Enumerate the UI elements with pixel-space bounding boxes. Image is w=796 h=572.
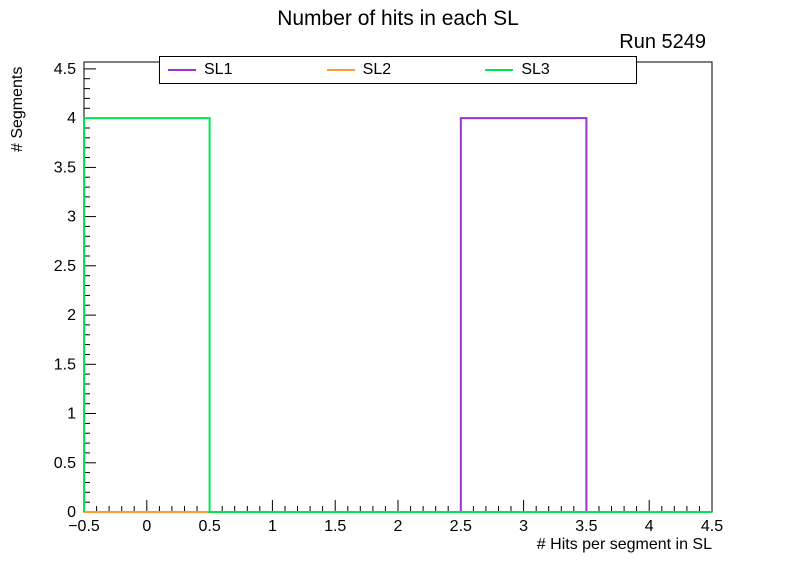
x-tick-label: 0 bbox=[142, 518, 151, 535]
legend: SL1 SL2 SL3 bbox=[159, 56, 637, 84]
x-tick-label: 1.5 bbox=[324, 518, 346, 535]
x-tick-label: 3.5 bbox=[575, 518, 597, 535]
series-line-sl3 bbox=[83, 117, 712, 513]
legend-label: SL3 bbox=[521, 61, 550, 78]
y-tick-label: 0.5 bbox=[54, 455, 76, 472]
run-label: Run 5249 bbox=[619, 31, 706, 53]
legend-marker bbox=[326, 69, 355, 71]
x-tick-label: 2 bbox=[394, 518, 403, 535]
y-tick-label: 1 bbox=[67, 406, 76, 423]
y-axis-title: # Segments bbox=[9, 66, 26, 152]
x-tick-label: 1 bbox=[268, 518, 277, 535]
legend-entry: SL2 bbox=[319, 57, 478, 83]
y-tick-label: 0 bbox=[67, 504, 76, 521]
y-tick-label: 3 bbox=[67, 209, 76, 226]
x-axis-title: # Hits per segment in SL bbox=[536, 536, 712, 553]
y-tick-label: 2.5 bbox=[54, 258, 76, 275]
x-tick-label: 2.5 bbox=[450, 518, 472, 535]
legend-label: SL1 bbox=[204, 61, 233, 78]
series-line-sl1 bbox=[84, 117, 712, 513]
x-tick-label: 4 bbox=[645, 518, 654, 535]
legend-entry: SL1 bbox=[160, 57, 319, 83]
legend-marker bbox=[485, 69, 514, 71]
y-tick-label: 4 bbox=[67, 110, 76, 127]
x-tick-label: 0.5 bbox=[198, 518, 220, 535]
x-tick-label: −0.5 bbox=[68, 518, 100, 535]
x-tick-label: 3 bbox=[519, 518, 528, 535]
legend-marker bbox=[168, 69, 196, 71]
y-tick-label: 1.5 bbox=[54, 356, 76, 373]
plot-frame bbox=[83, 61, 713, 513]
chart-title: Number of hits in each SL bbox=[277, 7, 519, 30]
legend-label: SL2 bbox=[362, 61, 392, 78]
y-tick-label: 3.5 bbox=[54, 159, 76, 176]
y-tick-label: 4.5 bbox=[54, 61, 76, 78]
y-tick-label: 2 bbox=[67, 307, 76, 324]
x-tick-label: 4.5 bbox=[701, 518, 723, 535]
legend-entry: SL3 bbox=[477, 57, 636, 83]
